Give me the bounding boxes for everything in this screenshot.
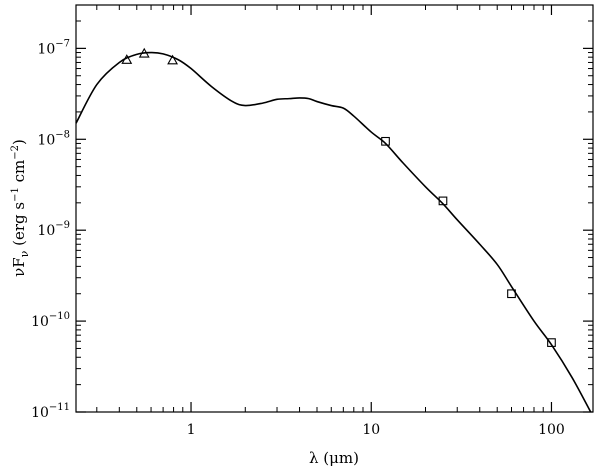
y-tick-label: 10−11 xyxy=(31,402,70,421)
square-marker xyxy=(547,338,556,347)
x-tick-label: 100 xyxy=(538,422,565,438)
y-tick-mantissa: 10 xyxy=(31,405,49,421)
major-ticks xyxy=(76,5,593,413)
y-tick-label: 10−9 xyxy=(37,220,70,239)
minor-ticks xyxy=(76,4,593,412)
y-tick-mantissa: 10 xyxy=(31,314,49,330)
y-tick-exponent: −11 xyxy=(49,402,70,413)
y-tick-exponent: −10 xyxy=(49,311,70,322)
y-tick-label: 10−8 xyxy=(37,129,70,148)
x-tick-label: 10 xyxy=(362,422,380,438)
triangle-marker xyxy=(167,54,179,65)
sed-model-curve xyxy=(75,51,592,413)
y-axis-label: νFν (erg s−1 cm−2) xyxy=(10,139,31,277)
y-tick-exponent: −7 xyxy=(55,38,70,49)
series-layer xyxy=(75,47,592,413)
y-tick-exponent: −8 xyxy=(55,129,70,140)
y-tick-exponent: −9 xyxy=(55,220,70,231)
y-tick-mantissa: 10 xyxy=(37,132,55,148)
square-marker xyxy=(381,136,390,146)
y-tick-label: 10−7 xyxy=(37,38,70,57)
y-tick-label: 10−10 xyxy=(31,311,70,330)
plot-frame xyxy=(75,4,594,413)
x-tick-label: 1 xyxy=(187,422,196,438)
y-tick-mantissa: 10 xyxy=(37,223,55,239)
y-tick-mantissa: 10 xyxy=(37,41,55,57)
x-axis-label: λ (μm) xyxy=(309,449,359,467)
